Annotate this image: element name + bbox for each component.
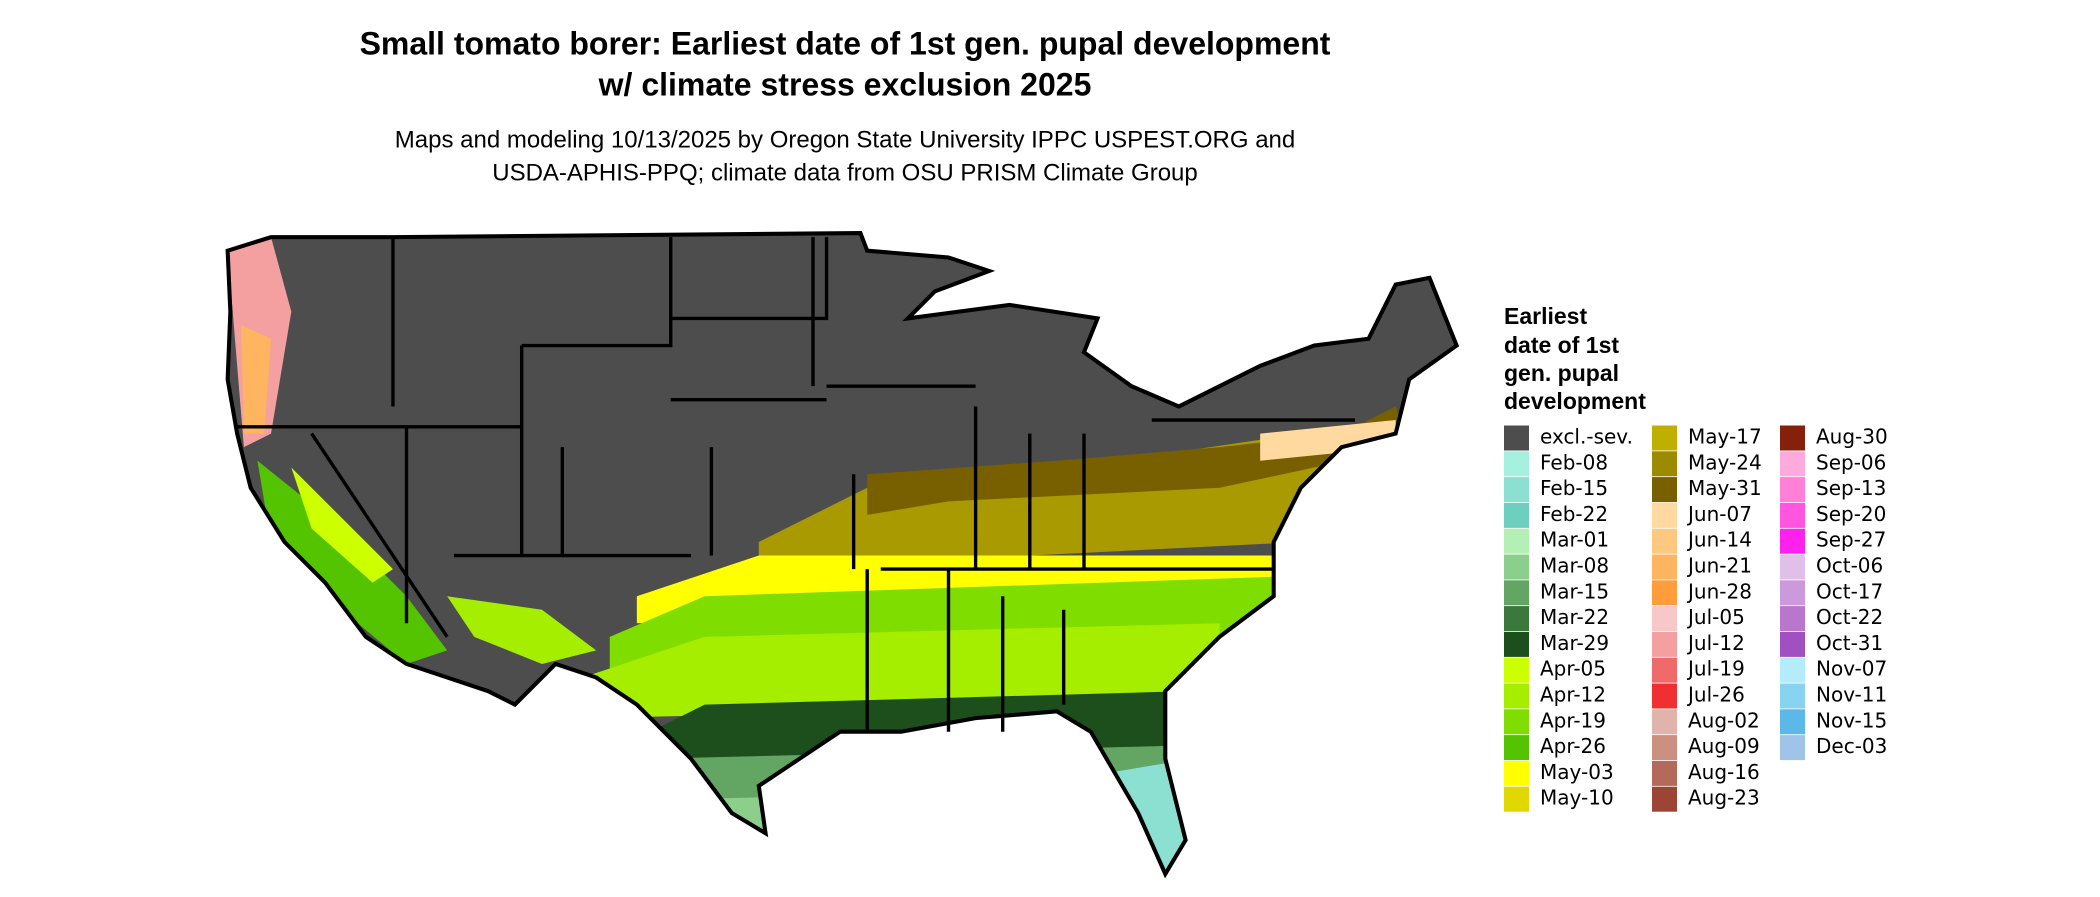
legend-swatch (1780, 477, 1805, 503)
legend-swatch (1504, 451, 1529, 477)
legend-label: May-24 (1688, 450, 1762, 474)
legend-label: Jul-05 (1686, 605, 1745, 629)
legend-swatch (1652, 657, 1677, 683)
legend-label: Feb-15 (1540, 476, 1608, 500)
legend-label: Apr-19 (1540, 708, 1606, 732)
legend-label: Aug-30 (1816, 425, 1888, 449)
title: Small tomato borer: Earliest date of 1st… (360, 25, 1331, 61)
legend-swatch (1652, 709, 1677, 735)
legend-swatch (1504, 528, 1529, 554)
legend-label: Dec-03 (1816, 734, 1887, 758)
legend-swatch (1652, 580, 1677, 606)
legend-swatch (1504, 554, 1529, 580)
legend-title: date of 1st (1504, 332, 1619, 358)
legend-swatch (1652, 606, 1677, 632)
legend-swatch (1780, 580, 1805, 606)
legend-label: Apr-12 (1540, 683, 1606, 707)
legend-swatch (1652, 477, 1677, 503)
map (203, 217, 1490, 892)
legend-swatch (1780, 606, 1805, 632)
legend-title: development (1504, 388, 1646, 414)
legend-label: Oct-17 (1816, 579, 1883, 603)
legend-label: Nov-11 (1816, 683, 1887, 707)
legend-label: Mar-01 (1540, 528, 1609, 552)
legend-label: Jul-19 (1686, 657, 1745, 681)
legend-swatch (1780, 502, 1805, 528)
legend-swatch (1652, 425, 1677, 451)
legend-label: Nov-07 (1816, 657, 1887, 681)
legend-title: gen. pupal (1504, 360, 1619, 386)
legend-label: Oct-22 (1816, 605, 1883, 629)
legend-swatch (1652, 786, 1677, 812)
legend-label: Sep-27 (1816, 528, 1886, 552)
legend-label: Mar-29 (1540, 631, 1609, 655)
legend-swatch (1780, 425, 1805, 451)
legend-label: Jul-12 (1686, 631, 1745, 655)
legend: Earliest date of 1st gen. pupal developm… (1504, 303, 1888, 812)
legend-label: May-31 (1688, 476, 1762, 500)
legend-label: Feb-08 (1540, 450, 1608, 474)
legend-swatch (1780, 554, 1805, 580)
legend-swatch (1780, 631, 1805, 657)
legend-label: Aug-16 (1688, 760, 1760, 784)
legend-swatch (1652, 528, 1677, 554)
legend-swatch (1504, 477, 1529, 503)
legend-swatch (1780, 735, 1805, 761)
legend-label: Oct-31 (1816, 631, 1883, 655)
legend-swatch (1504, 709, 1529, 735)
legend-swatch (1504, 580, 1529, 606)
subtitle: Maps and modeling 10/13/2025 by Oregon S… (395, 126, 1295, 153)
legend-swatch (1504, 786, 1529, 812)
legend-swatch (1780, 683, 1805, 709)
legend-swatch (1504, 760, 1529, 786)
legend-swatch (1780, 451, 1805, 477)
legend-label: excl.-sev. (1540, 425, 1633, 449)
legend-label: Jun-07 (1686, 502, 1752, 526)
legend-label: Sep-13 (1816, 476, 1886, 500)
legend-swatch (1504, 502, 1529, 528)
legend-swatch (1504, 735, 1529, 761)
legend-label: Apr-26 (1540, 734, 1606, 758)
legend-label: Aug-02 (1688, 708, 1760, 732)
legend-swatch (1504, 657, 1529, 683)
legend-swatch (1504, 606, 1529, 632)
legend-swatch (1652, 631, 1677, 657)
legend-swatch (1504, 425, 1529, 451)
legend-label: Nov-15 (1816, 708, 1887, 732)
legend-label: Aug-09 (1688, 734, 1760, 758)
legend-swatch (1504, 631, 1529, 657)
legend-swatch (1652, 451, 1677, 477)
legend-label: Sep-20 (1816, 502, 1886, 526)
legend-label: Jun-14 (1686, 528, 1752, 552)
legend-label: May-10 (1540, 786, 1614, 810)
legend-label: Mar-08 (1540, 554, 1609, 578)
legend-label: May-17 (1688, 425, 1762, 449)
legend-swatch (1652, 502, 1677, 528)
legend-label: Jun-28 (1686, 579, 1752, 603)
legend-label: Feb-22 (1540, 502, 1608, 526)
legend-label: Oct-06 (1816, 554, 1883, 578)
legend-label: May-03 (1540, 760, 1614, 784)
legend-title: Earliest (1504, 303, 1587, 329)
legend-swatch (1652, 554, 1677, 580)
legend-label: Mar-22 (1540, 605, 1609, 629)
legend-swatch (1652, 735, 1677, 761)
legend-label: Jul-26 (1686, 683, 1745, 707)
legend-label: Mar-15 (1540, 579, 1609, 603)
subtitle: USDA-APHIS-PPQ; climate data from OSU PR… (492, 159, 1198, 186)
legend-swatch (1780, 709, 1805, 735)
legend-label: Aug-23 (1688, 786, 1760, 810)
legend-swatch (1780, 657, 1805, 683)
legend-swatch (1504, 683, 1529, 709)
legend-label: Apr-05 (1540, 657, 1606, 681)
legend-label: Jun-21 (1686, 554, 1752, 578)
legend-swatch (1652, 760, 1677, 786)
legend-label: Sep-06 (1816, 450, 1886, 474)
legend-swatch (1652, 683, 1677, 709)
title: w/ climate stress exclusion 2025 (598, 66, 1092, 102)
legend-swatch (1780, 528, 1805, 554)
